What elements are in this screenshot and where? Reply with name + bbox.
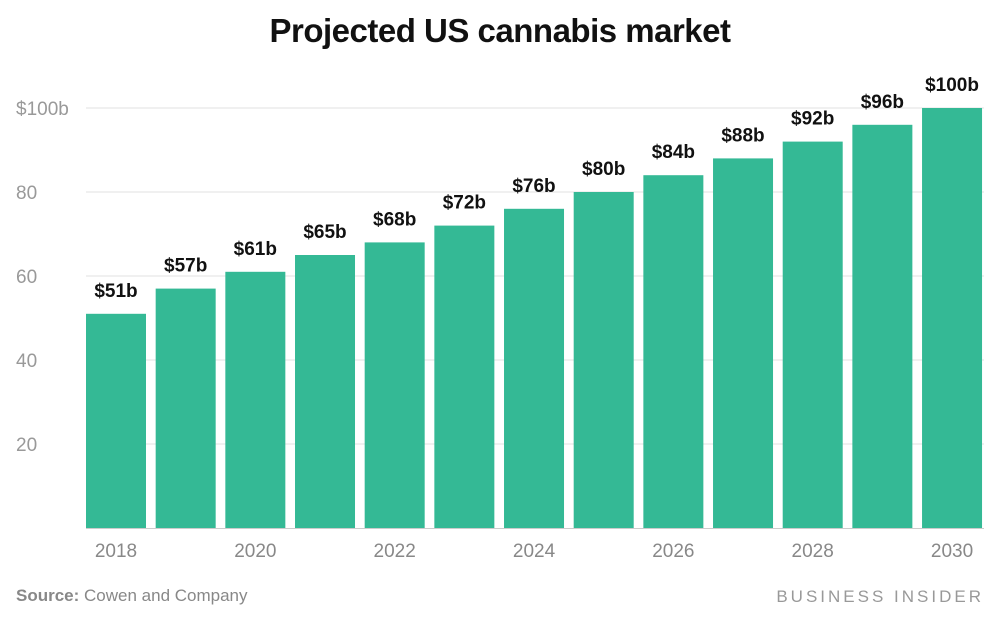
data-label: $80b — [582, 159, 625, 180]
x-tick-label: 2024 — [513, 541, 556, 562]
y-tick-label: 20 — [16, 435, 37, 456]
bar-2023 — [434, 225, 495, 528]
data-label: $100b — [925, 75, 979, 96]
y-tick-label: $100b — [16, 99, 69, 120]
bar-2025 — [573, 192, 634, 528]
bar-2028 — [782, 141, 843, 528]
y-tick-label: 40 — [16, 351, 37, 372]
brand-logo: BUSINESS INSIDER — [776, 587, 984, 606]
source-text: Cowen and Company — [84, 586, 248, 605]
data-label: $61b — [234, 239, 277, 260]
bar-chart: 20 40 60 80 $100b $51b 2018 $57b $61b 2020 $65b $68… — [16, 75, 984, 562]
data-label: $76b — [512, 176, 555, 197]
data-label: $84b — [652, 142, 695, 163]
x-tick-label: 2030 — [931, 541, 973, 562]
x-tick-label: 2018 — [95, 541, 137, 562]
data-label: $72b — [443, 193, 486, 214]
bar-2029 — [852, 124, 913, 529]
data-label: $92b — [791, 109, 834, 130]
source-label: Source: — [16, 586, 80, 605]
data-label: $88b — [721, 125, 764, 146]
bar-2024 — [504, 208, 565, 529]
bar-2026 — [643, 175, 704, 528]
data-label: $68b — [373, 209, 416, 230]
x-tick-label: 2026 — [652, 541, 694, 562]
y-tick-label: 80 — [16, 183, 37, 204]
x-tick-label: 2022 — [374, 541, 416, 562]
x-tick-label: 2028 — [792, 541, 834, 562]
source-note: Source: Cowen and Company — [16, 586, 248, 606]
bar-2019 — [155, 288, 216, 528]
bar-2020 — [225, 271, 286, 528]
x-tick-label: 2020 — [234, 541, 276, 562]
chart-title: Projected US cannabis market — [269, 12, 731, 49]
bar-2021 — [295, 255, 356, 528]
bar-2030 — [922, 108, 983, 528]
data-label: $57b — [164, 256, 207, 277]
bar-2018 — [86, 313, 146, 528]
y-tick-label: 60 — [16, 267, 37, 288]
bar-2027 — [713, 158, 774, 528]
data-label: $96b — [861, 92, 904, 113]
bar-2022 — [364, 242, 425, 528]
data-label: $51b — [94, 281, 137, 302]
data-label: $65b — [303, 222, 346, 243]
